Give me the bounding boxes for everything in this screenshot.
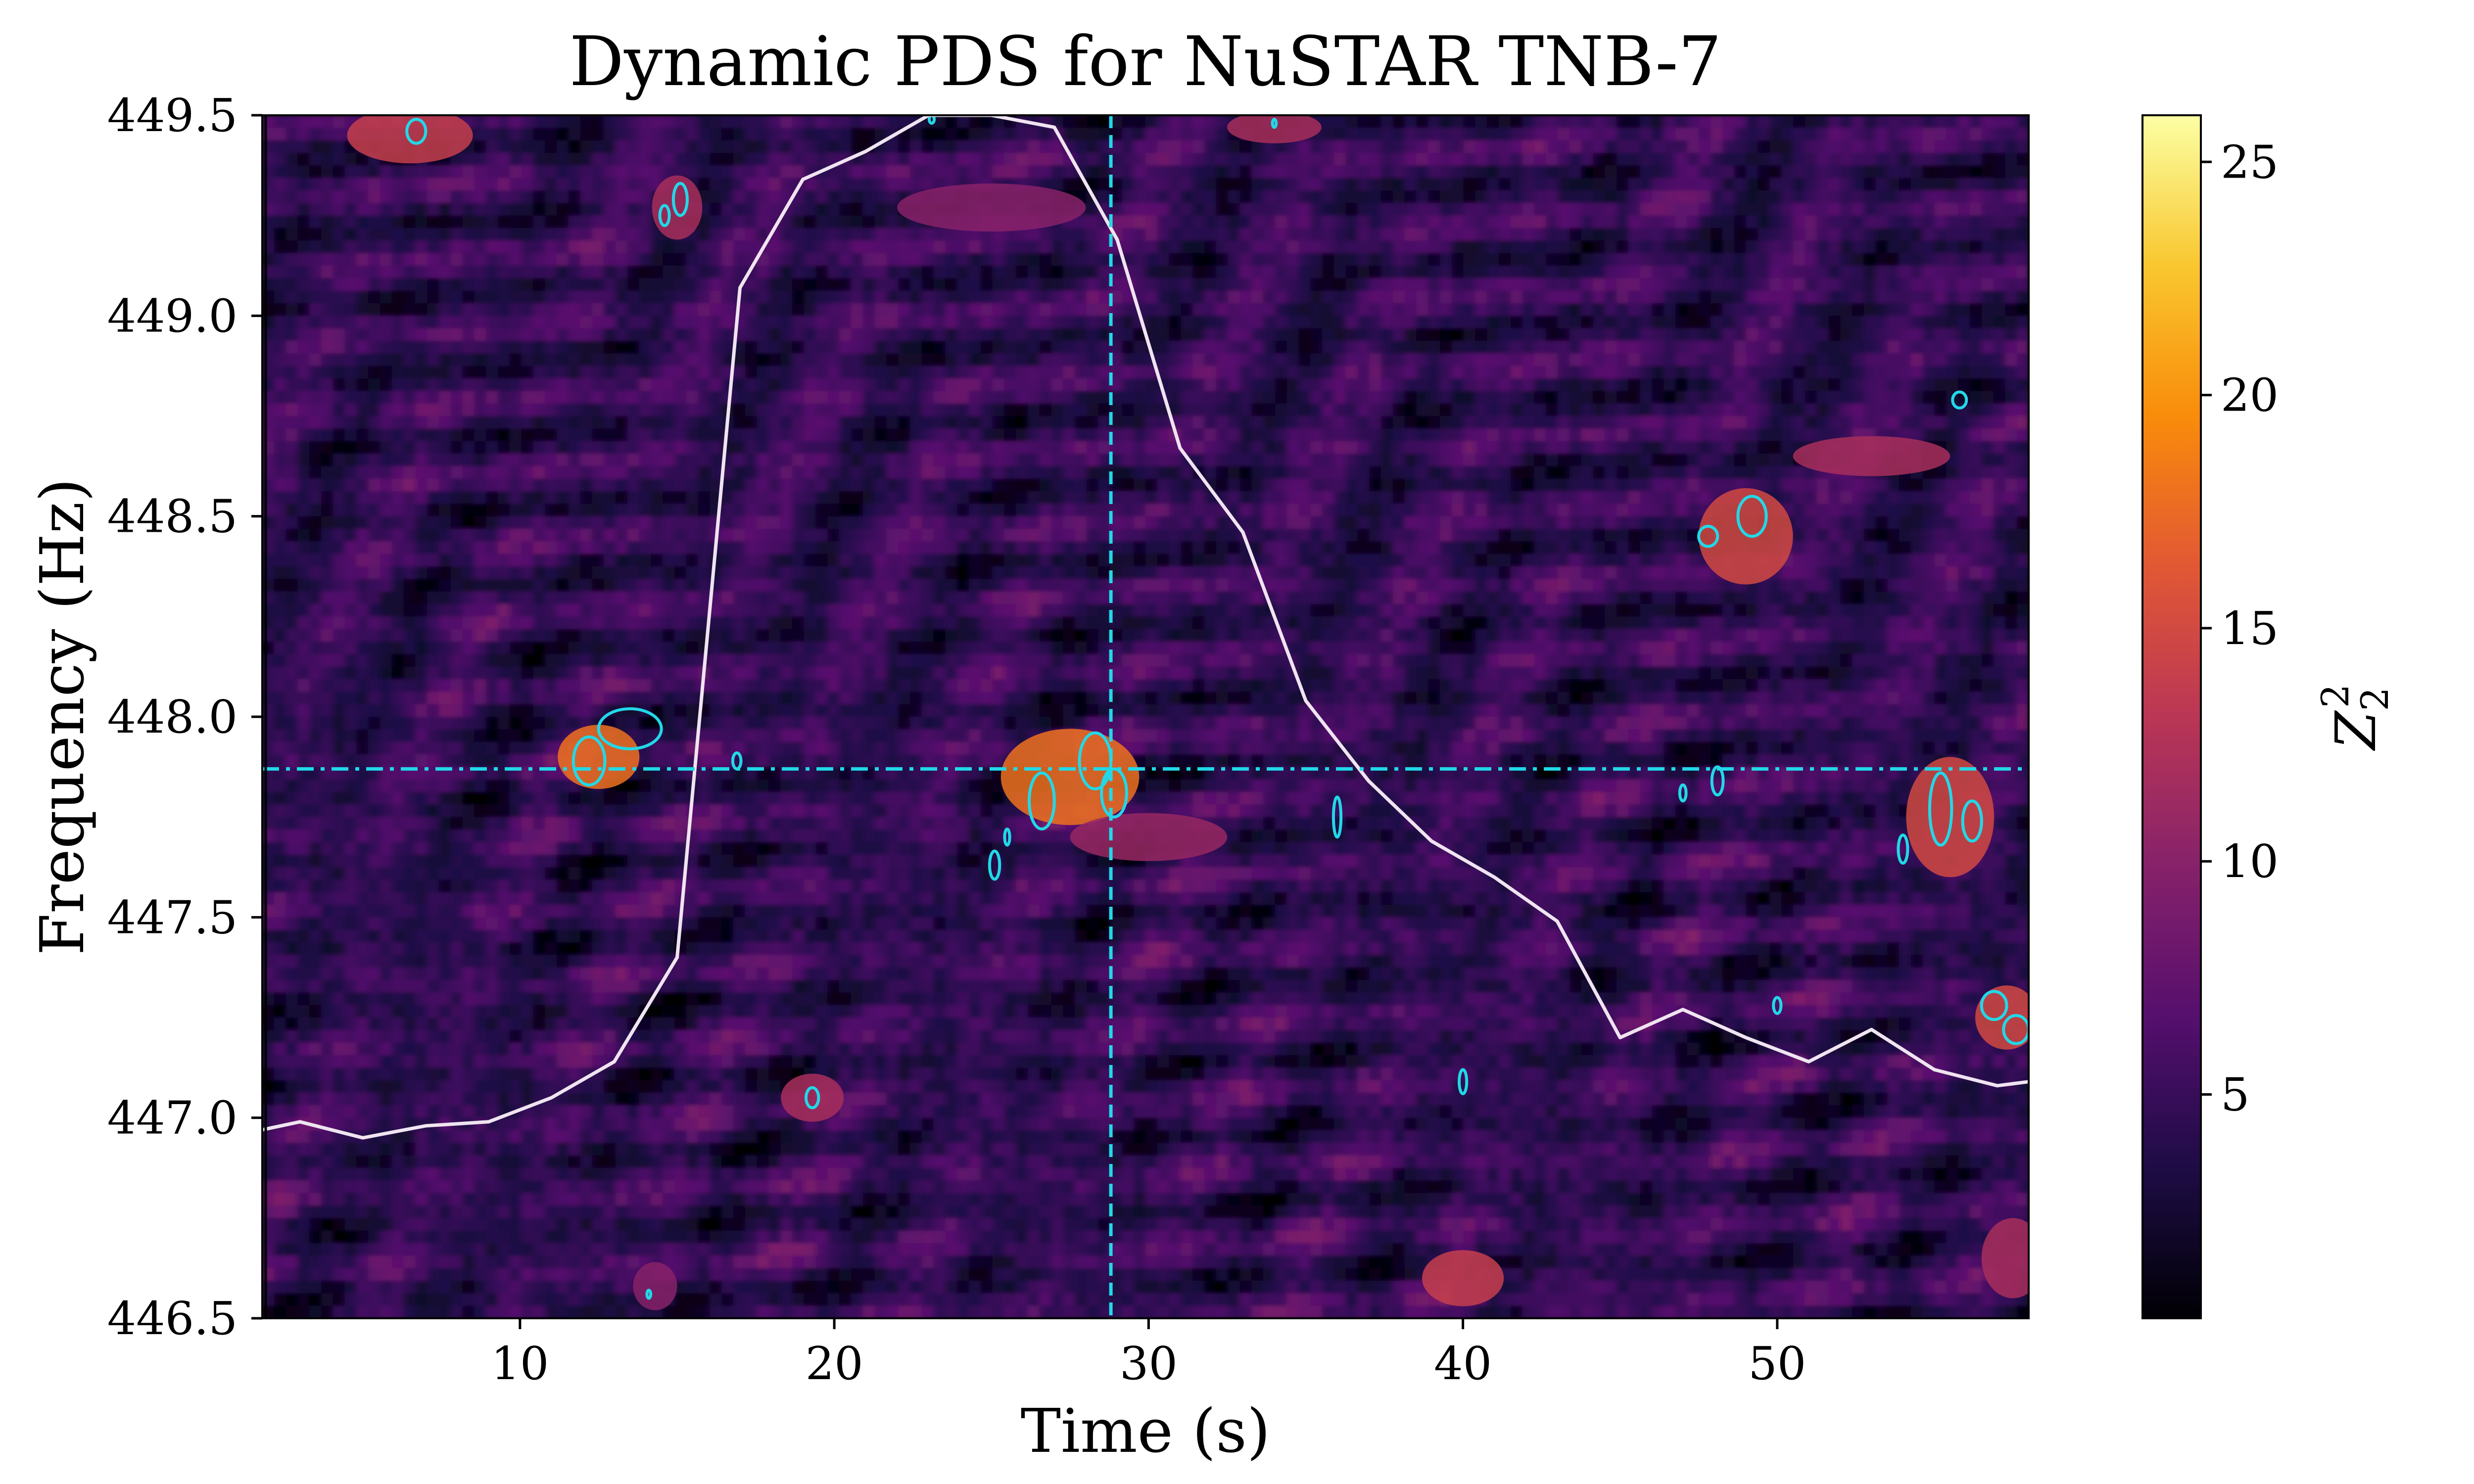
hotspot: [1422, 1250, 1504, 1306]
hotspot-layer: [347, 115, 2029, 1310]
hotspot: [1000, 729, 1140, 825]
contour-blob: [988, 849, 1001, 881]
contour-blob: [405, 118, 428, 145]
x-tick-label: 50: [1748, 1337, 1806, 1390]
hotspot: [633, 1262, 677, 1310]
hotspot: [1227, 115, 1322, 143]
x-tick-label: 40: [1434, 1337, 1492, 1390]
colorbar-label: Z22: [2313, 684, 2397, 751]
colorbar-label-subscript: 2: [2353, 687, 2397, 711]
contour-blob: [671, 182, 689, 217]
hotspot: [1699, 488, 1793, 585]
heatmap-layer: [262, 115, 2029, 1318]
x-axis-label: Time (s): [1021, 1396, 1271, 1466]
contour-blob: [927, 115, 936, 125]
hotspot: [897, 183, 1086, 232]
contour-blob: [1980, 990, 2008, 1021]
y-tick-label: 448.0: [107, 691, 238, 743]
hotspot: [1793, 436, 1951, 476]
plot-area: [262, 115, 2029, 1318]
y-tick-label: 447.0: [107, 1092, 238, 1145]
contour-blob: [1928, 771, 1953, 847]
contour-blob: [1100, 767, 1128, 819]
contour-blob: [1271, 118, 1278, 129]
contour-blob: [597, 707, 663, 750]
contour-blob: [1772, 996, 1783, 1015]
contour-blob: [1332, 795, 1343, 839]
colorbar-ticks: 5 10 15 20 25: [2201, 136, 2279, 1121]
colorbar-tick-label: 5: [2221, 1068, 2250, 1121]
hotspot: [1981, 1218, 2029, 1298]
colorbar-tick-label: 20: [2221, 369, 2279, 422]
hotspot: [781, 1073, 844, 1122]
colorbar-tick-label: 10: [2221, 835, 2279, 888]
colorbar-tick-label: 25: [2221, 136, 2279, 188]
contour-blob: [2002, 1014, 2029, 1045]
light-curve-line: [262, 115, 2029, 1140]
y-axis-label: Frequency (Hz): [27, 478, 97, 956]
contour-blob: [1028, 771, 1056, 831]
y-tick-label: 449.0: [107, 289, 238, 342]
contour-blob: [805, 1086, 820, 1110]
contour-blob: [645, 1289, 653, 1300]
contour-blob: [1710, 765, 1725, 797]
x-tick-label: 30: [1120, 1337, 1178, 1390]
colorbar-label-symbol: Z: [2324, 710, 2388, 751]
colorbar: 5 10 15 20 25 Z22: [2141, 114, 2397, 1319]
contour-blob: [1897, 834, 1909, 865]
contour-blob: [1951, 390, 1968, 410]
contour-blob: [1003, 828, 1011, 847]
y-tick-label: 447.5: [107, 891, 238, 944]
hotspot: [558, 725, 640, 789]
contour-blob: [1736, 495, 1768, 538]
colorbar-gradient: [2141, 114, 2202, 1319]
contour-blob: [1697, 524, 1719, 548]
y-tick-label: 446.5: [107, 1292, 238, 1345]
contour-blob: [1678, 783, 1688, 803]
chart-title: Dynamic PDS for NuSTAR TNB-7: [569, 22, 1721, 101]
hotspot: [652, 175, 703, 240]
contour-blob: [658, 204, 671, 228]
x-axis-ticks: 10 20 30 40 50: [491, 1318, 1806, 1390]
contour-blob: [1458, 1068, 1469, 1095]
colorbar-tick-label: 15: [2221, 602, 2279, 655]
hotspot: [1070, 813, 1228, 861]
x-tick-label: 10: [491, 1337, 549, 1390]
y-tick-label: 448.5: [107, 490, 238, 543]
colorbar-label-superscript: 2: [2313, 684, 2357, 708]
x-tick-label: 20: [806, 1337, 863, 1390]
y-axis-ticks: 446.5 447.0 447.5 448.0 448.5 449.0 449.5: [107, 89, 262, 1345]
contour-blob: [571, 735, 607, 787]
contour-blob: [1961, 799, 1983, 843]
y-tick-label: 449.5: [107, 89, 238, 142]
